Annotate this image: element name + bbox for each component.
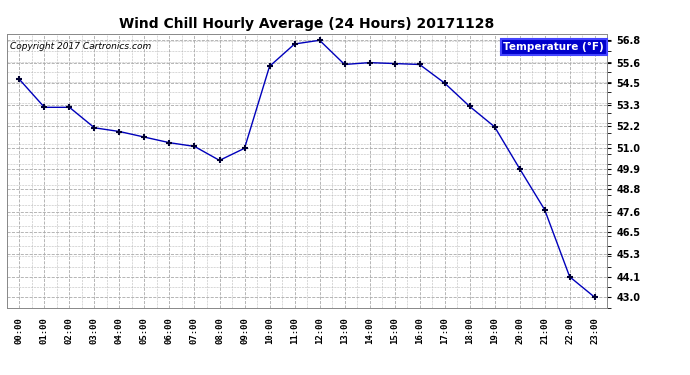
Text: Temperature (°F): Temperature (°F): [504, 42, 604, 52]
Text: Copyright 2017 Cartronics.com: Copyright 2017 Cartronics.com: [10, 42, 151, 51]
Title: Wind Chill Hourly Average (24 Hours) 20171128: Wind Chill Hourly Average (24 Hours) 201…: [119, 17, 495, 31]
